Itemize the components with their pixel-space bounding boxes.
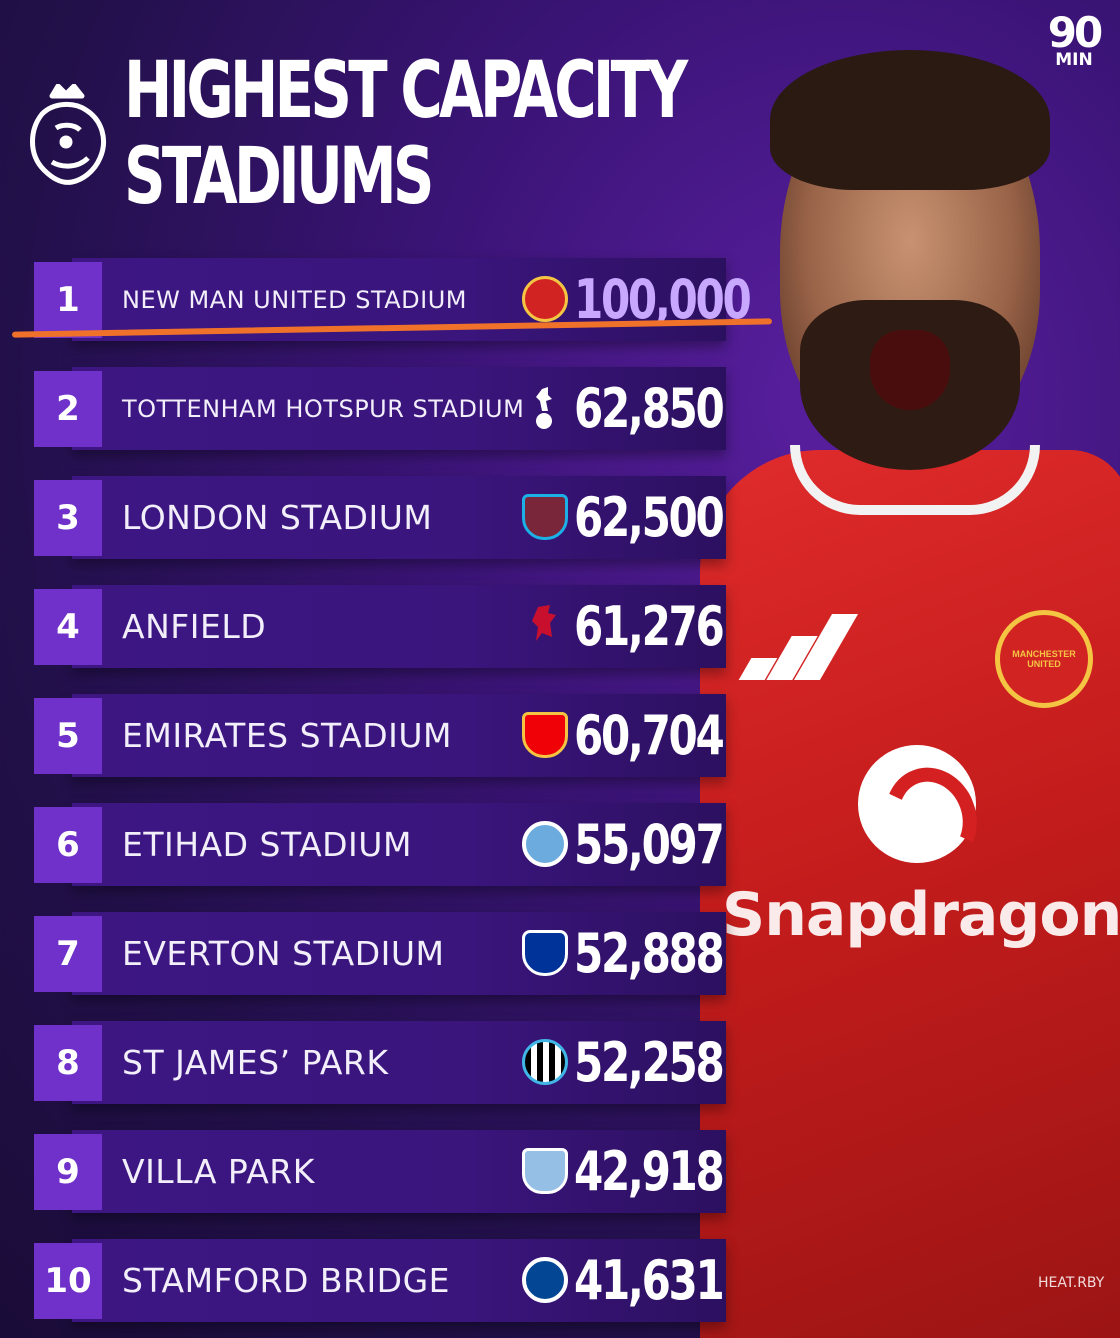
brand-word: MIN xyxy=(1055,50,1093,70)
player-hair xyxy=(770,50,1050,190)
list-item: 4 ANFIELD 61,276 xyxy=(34,585,734,668)
stadium-capacity: 100,000 xyxy=(574,268,752,331)
title-line-2: STADIUMS xyxy=(124,132,435,222)
photo-credit: HEAT.RBY xyxy=(1038,1275,1105,1291)
rank-number: 5 xyxy=(34,698,102,774)
rank-number: 4 xyxy=(34,589,102,665)
aston-villa-crest-icon xyxy=(522,1148,568,1194)
stadium-capacity: 60,704 xyxy=(574,704,725,767)
stadium-name: STAMFORD BRIDGE xyxy=(122,1261,451,1300)
newcastle-crest-icon xyxy=(522,1039,568,1085)
west-ham-crest-icon xyxy=(522,494,568,540)
snapdragon-logo-icon xyxy=(858,745,976,863)
stadium-name: ETIHAD STADIUM xyxy=(122,825,412,864)
player-photo xyxy=(700,40,1120,1338)
stadium-capacity: 62,500 xyxy=(574,486,725,549)
premier-league-lion-icon xyxy=(30,84,106,185)
stadium-name: ST JAMES’ PARK xyxy=(122,1043,389,1082)
title-line-1: HIGHEST CAPACITY xyxy=(124,46,688,136)
stadium-capacity: 41,631 xyxy=(574,1249,725,1312)
rank-number: 8 xyxy=(34,1025,102,1101)
row-bar xyxy=(72,694,726,777)
stadium-name: NEW MAN UNITED STADIUM xyxy=(122,285,467,314)
brand-number: 90 xyxy=(1047,8,1103,57)
list-item: 10 STAMFORD BRIDGE 41,631 xyxy=(34,1239,734,1322)
everton-crest-icon xyxy=(522,930,568,976)
liverpool-liverbird-icon xyxy=(522,603,568,649)
rank-number: 1 xyxy=(34,262,102,338)
stadium-capacity: 52,888 xyxy=(574,922,725,985)
sponsor-text: Snapdragon xyxy=(722,880,1120,950)
row-bar xyxy=(72,585,726,668)
list-item: 9 VILLA PARK 42,918 xyxy=(34,1130,734,1213)
row-bar xyxy=(72,912,726,995)
rank-number: 6 xyxy=(34,807,102,883)
stadium-capacity: 55,097 xyxy=(574,813,725,876)
man-united-crest-icon xyxy=(522,276,568,322)
90min-logo: 90 MIN xyxy=(1046,8,1103,70)
man-united-shirt-crest-icon: MANCHESTER UNITED xyxy=(995,610,1093,708)
page-title: HIGHEST CAPACITY STADIUMS xyxy=(124,46,688,222)
arsenal-crest-icon xyxy=(522,712,568,758)
rank-number: 9 xyxy=(34,1134,102,1210)
list-item: 8 ST JAMES’ PARK 52,258 xyxy=(34,1021,734,1104)
rank-number: 3 xyxy=(34,480,102,556)
stadium-name: TOTTENHAM HOTSPUR STADIUM xyxy=(122,394,525,423)
list-item: 6 ETIHAD STADIUM 55,097 xyxy=(34,803,734,886)
man-city-crest-icon xyxy=(522,821,568,867)
list-item: 5 EMIRATES STADIUM 60,704 xyxy=(34,694,734,777)
row-bar xyxy=(72,1130,726,1213)
stadium-name: EMIRATES STADIUM xyxy=(122,716,452,755)
rank-number: 7 xyxy=(34,916,102,992)
stadium-capacity: 62,850 xyxy=(574,377,725,440)
row-bar xyxy=(72,803,726,886)
row-bar xyxy=(72,367,726,450)
row-bar xyxy=(72,1239,726,1322)
stadium-rankings-list: 1 NEW MAN UNITED STADIUM 100,000 2 TOTTE… xyxy=(34,258,752,1338)
player-shirt xyxy=(700,450,1120,1338)
stadium-capacity: 42,918 xyxy=(574,1140,725,1203)
stadium-capacity: 52,258 xyxy=(574,1031,725,1094)
stadium-name: ANFIELD xyxy=(122,607,267,646)
list-item: 2 TOTTENHAM HOTSPUR STADIUM 62,850 xyxy=(34,367,734,450)
crest-text: MANCHESTER UNITED xyxy=(1012,649,1076,669)
tottenham-cockerel-icon xyxy=(522,385,568,431)
stadium-name: VILLA PARK xyxy=(122,1152,315,1191)
stadium-capacity: 61,276 xyxy=(574,595,725,658)
rank-number: 10 xyxy=(34,1243,102,1319)
adidas-logo-icon xyxy=(735,610,859,680)
stadium-name: EVERTON STADIUM xyxy=(122,934,445,973)
chelsea-crest-icon xyxy=(522,1257,568,1303)
row-bar xyxy=(72,1021,726,1104)
list-item: 7 EVERTON STADIUM 52,888 xyxy=(34,912,734,995)
player-mouth xyxy=(870,330,950,410)
row-bar xyxy=(72,476,726,559)
list-item: 3 LONDON STADIUM 62,500 xyxy=(34,476,734,559)
rank-number: 2 xyxy=(34,371,102,447)
stadium-name: LONDON STADIUM xyxy=(122,498,433,537)
